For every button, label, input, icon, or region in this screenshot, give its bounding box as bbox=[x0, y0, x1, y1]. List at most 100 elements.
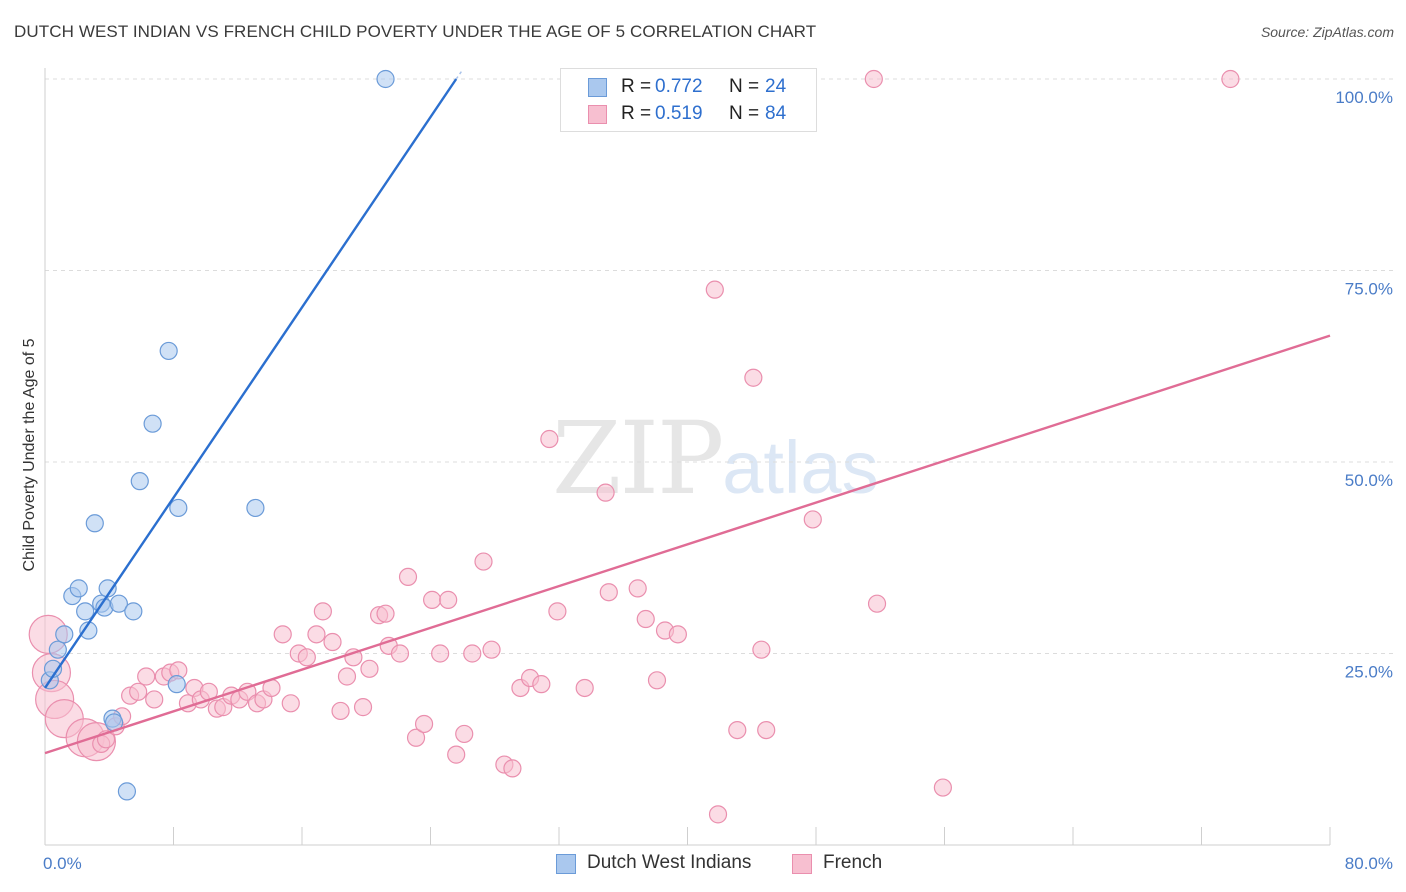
data-point bbox=[143, 414, 162, 433]
series-label: French bbox=[823, 852, 883, 873]
data-point bbox=[599, 583, 618, 602]
data-point bbox=[124, 602, 143, 621]
trend-line bbox=[44, 334, 1331, 755]
watermark-atlas: atlas bbox=[722, 426, 879, 509]
watermark-zip: ZIP bbox=[552, 400, 724, 517]
data-point bbox=[596, 483, 615, 502]
legend-row-french: R = 0.519 N = 84 bbox=[561, 101, 816, 127]
legend-r-label: R = bbox=[621, 76, 652, 97]
legend-n-value: 84 bbox=[765, 103, 787, 124]
data-point bbox=[76, 602, 95, 621]
data-point bbox=[423, 590, 442, 609]
data-point bbox=[708, 805, 728, 824]
data-point bbox=[273, 625, 292, 644]
data-point bbox=[463, 644, 482, 663]
data-point bbox=[1221, 69, 1240, 89]
y-tick-label: 100.0% bbox=[1335, 88, 1393, 107]
x-tick-label: 0.0% bbox=[43, 854, 82, 873]
data-point bbox=[376, 69, 395, 89]
data-point bbox=[48, 640, 67, 659]
legend-row-dutch-west-indians: R = 0.772 N = 24 bbox=[561, 74, 816, 100]
legend-r-value: 0.772 bbox=[655, 76, 703, 97]
data-point bbox=[246, 498, 265, 518]
series-swatch-pink bbox=[792, 854, 812, 874]
y-tick-label: 75.0% bbox=[1345, 280, 1393, 299]
data-point bbox=[864, 69, 883, 89]
data-point bbox=[636, 609, 655, 629]
data-point bbox=[353, 698, 373, 717]
data-point bbox=[757, 720, 776, 740]
trend-line bbox=[44, 78, 458, 689]
data-point bbox=[323, 632, 342, 652]
data-point bbox=[728, 720, 747, 740]
data-point bbox=[540, 429, 559, 449]
legend-r-label: R = bbox=[621, 103, 652, 124]
data-point bbox=[398, 567, 418, 587]
data-point bbox=[360, 659, 379, 678]
data-point bbox=[129, 682, 148, 701]
data-point bbox=[297, 648, 316, 667]
data-point bbox=[130, 472, 149, 491]
chart-title: DUTCH WEST INDIAN VS FRENCH CHILD POVERT… bbox=[14, 22, 817, 41]
y-tick-label: 50.0% bbox=[1345, 471, 1393, 490]
data-point bbox=[482, 640, 501, 659]
data-point bbox=[137, 667, 156, 686]
data-point bbox=[159, 341, 178, 361]
data-point bbox=[867, 594, 887, 613]
data-point bbox=[109, 594, 128, 613]
data-point bbox=[307, 625, 326, 644]
grid-lines bbox=[45, 78, 1395, 654]
data-point bbox=[117, 782, 137, 801]
data-point bbox=[145, 690, 164, 709]
data-point bbox=[752, 640, 771, 659]
data-point bbox=[55, 625, 74, 644]
data-point bbox=[647, 671, 667, 690]
data-point bbox=[281, 694, 300, 713]
data-point bbox=[331, 701, 350, 721]
data-point bbox=[167, 675, 186, 694]
correlation-legend: R = 0.772 N = 24 R = 0.519 N = 84 bbox=[560, 68, 817, 132]
data-point bbox=[455, 724, 474, 744]
y-tick-label: 25.0% bbox=[1345, 663, 1393, 682]
french-points bbox=[28, 69, 1240, 824]
data-point bbox=[69, 579, 88, 598]
data-point bbox=[406, 728, 426, 747]
legend-n-value: 24 bbox=[765, 76, 787, 97]
data-point bbox=[390, 644, 410, 663]
trend-extension bbox=[455, 69, 464, 80]
data-point bbox=[668, 625, 687, 644]
data-point bbox=[628, 579, 647, 598]
legend-r-value: 0.519 bbox=[655, 103, 703, 124]
data-point bbox=[376, 604, 395, 623]
legend-swatch-pink bbox=[588, 105, 607, 124]
data-point bbox=[705, 280, 724, 299]
data-point bbox=[337, 667, 357, 686]
source-credit: Source: ZipAtlas.com bbox=[1260, 24, 1394, 40]
data-point bbox=[447, 745, 466, 764]
data-point bbox=[503, 759, 522, 778]
data-point bbox=[744, 368, 763, 387]
y-axis-label: Child Poverty Under the Age of 5 bbox=[21, 338, 38, 571]
data-point bbox=[548, 602, 567, 621]
trend-lines bbox=[44, 69, 1331, 755]
data-point bbox=[414, 714, 434, 734]
x-tick-label: 80.0% bbox=[1345, 854, 1393, 873]
data-point bbox=[85, 514, 104, 533]
data-point bbox=[474, 552, 493, 571]
series-label: Dutch West Indians bbox=[587, 852, 752, 873]
data-point bbox=[532, 675, 551, 694]
legend-n-label: N = bbox=[729, 76, 760, 97]
axes bbox=[44, 68, 1331, 846]
data-point bbox=[431, 644, 450, 663]
axis-labels: 100.0% 75.0% 50.0% 25.0% 0.0% 80.0% Child Pove… bbox=[21, 88, 1393, 873]
data-point bbox=[313, 602, 332, 621]
series-swatch-blue bbox=[556, 854, 576, 874]
data-point bbox=[439, 590, 458, 609]
legend-n-label: N = bbox=[729, 103, 760, 124]
watermark: ZIPatlas bbox=[552, 400, 879, 517]
legend-swatch-blue bbox=[588, 78, 607, 97]
data-point bbox=[933, 778, 952, 797]
data-point bbox=[575, 678, 594, 698]
data-point bbox=[169, 498, 188, 518]
